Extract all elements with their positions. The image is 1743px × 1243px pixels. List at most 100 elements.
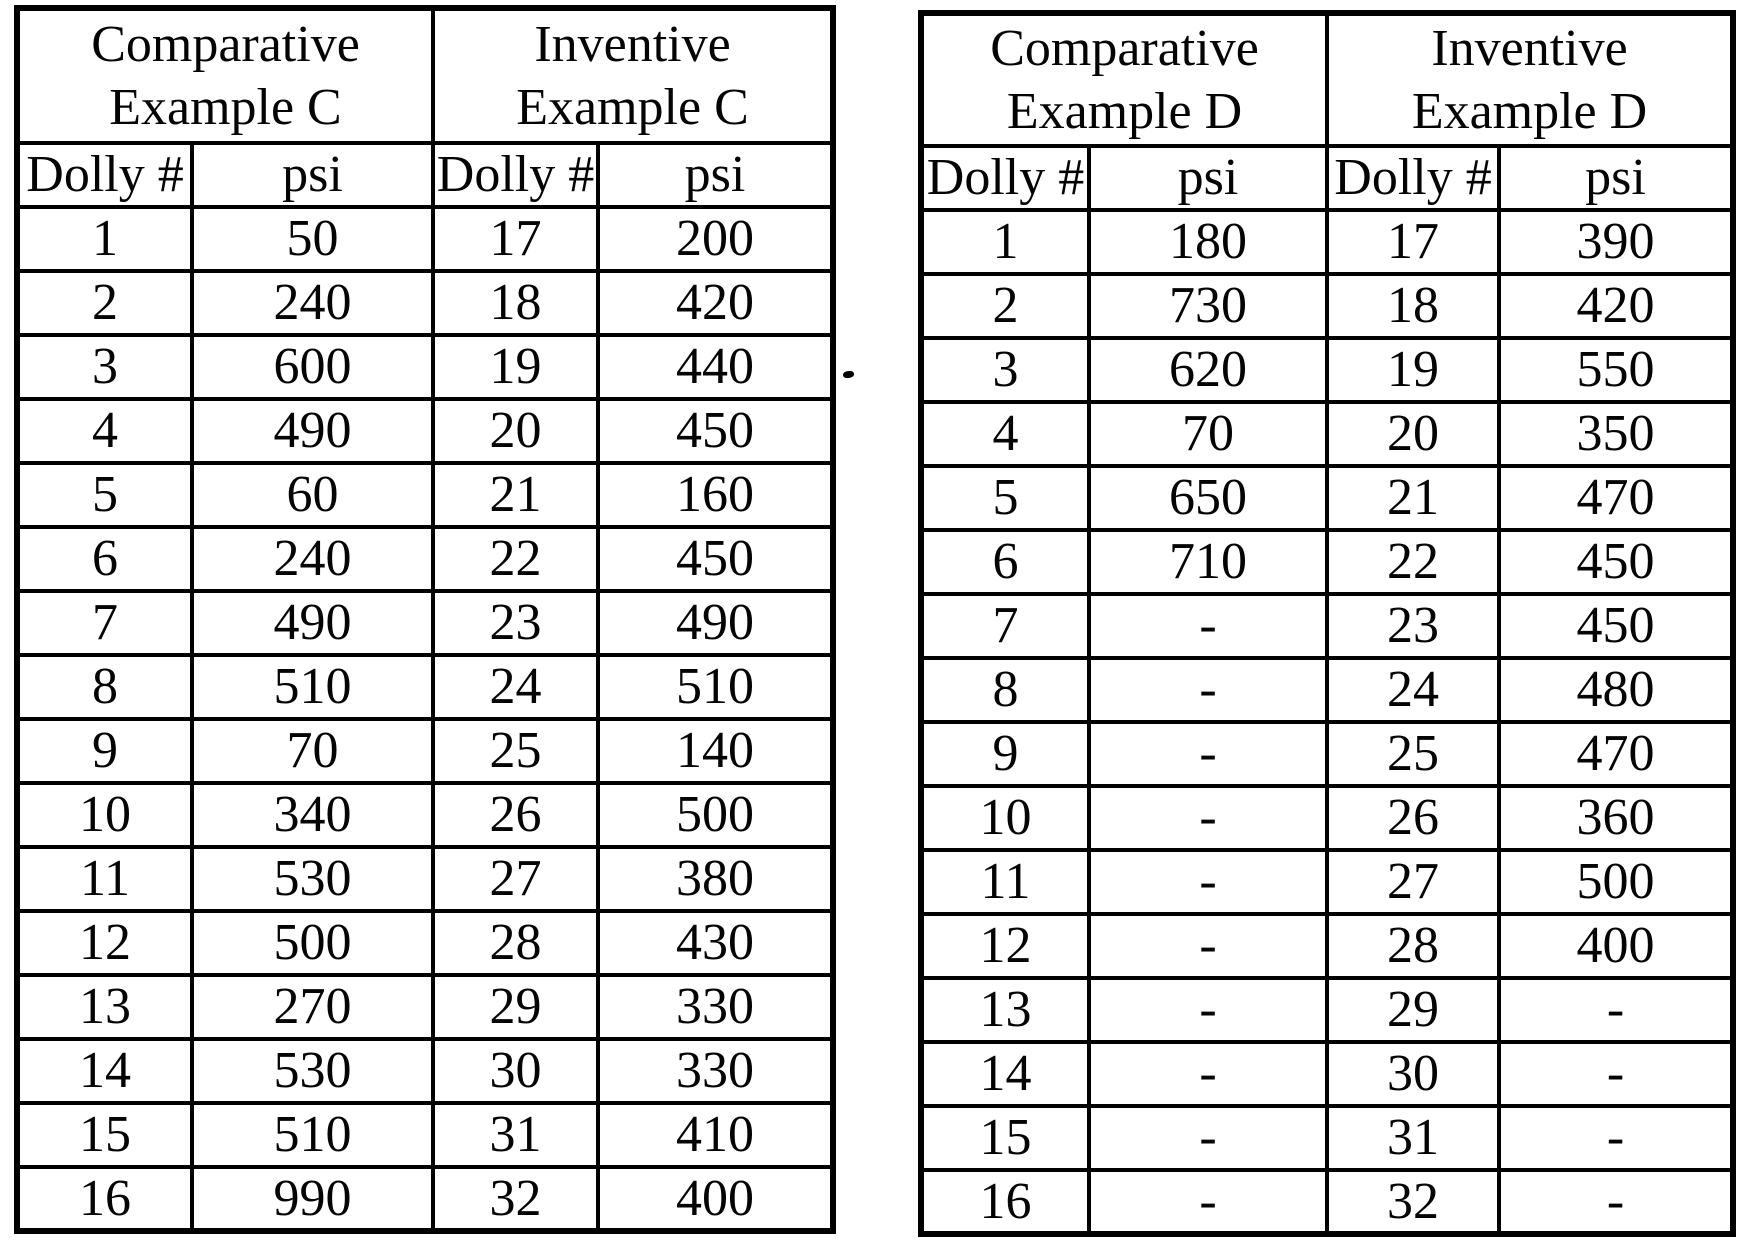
dolly-number-cell: 19 bbox=[1325, 336, 1501, 404]
column-header-row: Dolly # psi Dolly # psi bbox=[919, 144, 1735, 212]
psi-value-cell: 60 bbox=[190, 461, 435, 529]
group-header-row: Comparative Example D Inventive Example … bbox=[919, 11, 1735, 148]
table-row: 8 510 24 510 bbox=[15, 653, 836, 721]
dolly-number-cell: 29 bbox=[431, 973, 600, 1041]
table-row: 11 530 27 380 bbox=[15, 845, 836, 913]
psi-value-cell: 510 bbox=[190, 653, 435, 721]
table-row: 4 70 20 350 bbox=[919, 400, 1735, 468]
group-header-line2: Example C bbox=[109, 79, 342, 136]
dolly-number-cell: 18 bbox=[1325, 272, 1501, 340]
psi-value-cell: 340 bbox=[190, 781, 435, 849]
group-header-row: Comparative Example C Inventive Example … bbox=[15, 6, 836, 145]
psi-value-cell: 160 bbox=[595, 461, 836, 529]
psi-value-cell: 480 bbox=[1497, 656, 1735, 724]
dolly-number-cell: 7 bbox=[919, 592, 1091, 660]
ink-speck bbox=[842, 370, 855, 379]
table-example-c: Comparative Example C Inventive Example … bbox=[14, 5, 837, 1234]
table-row: 15 510 31 410 bbox=[15, 1101, 836, 1169]
dolly-number-cell: 16 bbox=[919, 1168, 1091, 1236]
group-header-inventive-d: Inventive Example D bbox=[1325, 11, 1735, 148]
column-header-psi: psi bbox=[1087, 144, 1329, 212]
psi-value-cell: 450 bbox=[1497, 528, 1735, 596]
dolly-number-cell: 6 bbox=[919, 528, 1091, 596]
table-row: 13 270 29 330 bbox=[15, 973, 836, 1041]
psi-value-cell: - bbox=[1497, 1104, 1735, 1172]
table-row: 5 650 21 470 bbox=[919, 464, 1735, 532]
dolly-number-cell: 13 bbox=[15, 973, 194, 1041]
dolly-number-cell: 16 bbox=[15, 1165, 194, 1233]
table-row: 9-25 470 bbox=[919, 720, 1735, 788]
dolly-number-cell: 23 bbox=[1325, 592, 1501, 660]
table-row: 2 240 18 420 bbox=[15, 269, 836, 337]
group-header-line2: Example D bbox=[1006, 83, 1243, 140]
psi-value-cell: 500 bbox=[595, 781, 836, 849]
dolly-number-cell: 29 bbox=[1325, 976, 1501, 1044]
table-row: 5 60 21 160 bbox=[15, 461, 836, 529]
column-header-psi: psi bbox=[190, 141, 435, 209]
psi-value-cell: 530 bbox=[190, 1037, 435, 1105]
table-row: 3 600 19 440 bbox=[15, 333, 836, 401]
psi-value-cell: 490 bbox=[190, 397, 435, 465]
psi-value-cell: 490 bbox=[595, 589, 836, 657]
dolly-number-cell: 5 bbox=[919, 464, 1091, 532]
psi-value-cell: 450 bbox=[595, 525, 836, 593]
psi-value-cell: 510 bbox=[595, 653, 836, 721]
column-header-dolly: Dolly # bbox=[431, 141, 600, 209]
dolly-number-cell: 27 bbox=[431, 845, 600, 913]
dolly-number-cell: 14 bbox=[919, 1040, 1091, 1108]
table-row: 13-29- bbox=[919, 976, 1735, 1044]
psi-value-cell: 420 bbox=[1497, 272, 1735, 340]
dolly-number-cell: 17 bbox=[431, 205, 600, 273]
dolly-number-cell: 11 bbox=[15, 845, 194, 913]
psi-value-cell: 710 bbox=[1087, 528, 1329, 596]
dolly-number-cell: 28 bbox=[1325, 912, 1501, 980]
psi-value-cell: 50 bbox=[190, 205, 435, 273]
dolly-number-cell: 9 bbox=[919, 720, 1091, 788]
dolly-number-cell: 1 bbox=[919, 208, 1091, 276]
dolly-number-cell: 6 bbox=[15, 525, 194, 593]
table-row: 1 50 17 200 bbox=[15, 205, 836, 273]
psi-value-cell: 200 bbox=[595, 205, 836, 273]
table-row: 16 990 32 400 bbox=[15, 1165, 836, 1233]
dolly-number-cell: 15 bbox=[919, 1104, 1091, 1172]
table-row: 10-26 360 bbox=[919, 784, 1735, 852]
dolly-number-cell: 8 bbox=[919, 656, 1091, 724]
dolly-number-cell: 14 bbox=[15, 1037, 194, 1105]
dolly-number-cell: 31 bbox=[431, 1101, 600, 1169]
psi-value-cell: 470 bbox=[1497, 464, 1735, 532]
table-row: 12-28 400 bbox=[919, 912, 1735, 980]
psi-value-cell: 380 bbox=[595, 845, 836, 913]
table-row: 4 490 20 450 bbox=[15, 397, 836, 465]
dolly-number-cell: 23 bbox=[431, 589, 600, 657]
dolly-number-cell: 13 bbox=[919, 976, 1091, 1044]
dolly-number-cell: 10 bbox=[919, 784, 1091, 852]
dolly-number-cell: 26 bbox=[431, 781, 600, 849]
group-header-line1: Inventive bbox=[534, 16, 731, 73]
psi-value-cell: 500 bbox=[1497, 848, 1735, 916]
column-header-psi: psi bbox=[1497, 144, 1735, 212]
dolly-number-cell: 22 bbox=[1325, 528, 1501, 596]
dolly-number-cell: 25 bbox=[431, 717, 600, 785]
group-header-line1: Inventive bbox=[1431, 20, 1628, 77]
dolly-number-cell: 28 bbox=[431, 909, 600, 977]
dolly-number-cell: 3 bbox=[919, 336, 1091, 404]
psi-value-cell: 500 bbox=[190, 909, 435, 977]
group-header-inventive-c: Inventive Example C bbox=[430, 6, 836, 145]
group-header-line1: Comparative bbox=[990, 20, 1259, 77]
table-row: 3 620 19 550 bbox=[919, 336, 1735, 404]
dolly-number-cell: 32 bbox=[431, 1165, 600, 1233]
psi-value-cell: - bbox=[1497, 1168, 1735, 1236]
column-header-row: Dolly # psi Dolly # psi bbox=[15, 141, 836, 209]
psi-value-cell: 240 bbox=[190, 269, 435, 337]
psi-value-cell: 330 bbox=[595, 973, 836, 1041]
dolly-number-cell: 12 bbox=[15, 909, 194, 977]
table-row: 6 240 22 450 bbox=[15, 525, 836, 593]
psi-value-cell: 490 bbox=[190, 589, 435, 657]
psi-value-cell: 360 bbox=[1497, 784, 1735, 852]
table-row: 11-27 500 bbox=[919, 848, 1735, 916]
dolly-number-cell: 12 bbox=[919, 912, 1091, 980]
psi-value-cell: - bbox=[1087, 784, 1329, 852]
psi-value-cell: - bbox=[1087, 1104, 1329, 1172]
table-row: 9 70 25 140 bbox=[15, 717, 836, 785]
